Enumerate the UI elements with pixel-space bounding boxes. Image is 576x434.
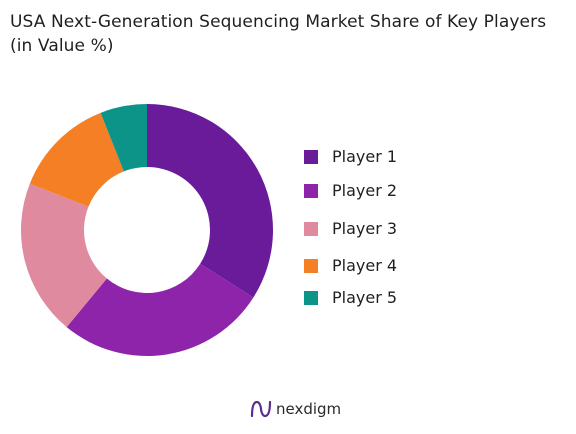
chart-title: USA Next-Generation Sequencing Market Sh… (10, 10, 570, 58)
legend-swatch-player-5 (304, 291, 318, 305)
donut-slice-player-2 (66, 263, 254, 356)
donut-slice-player-5 (100, 104, 147, 172)
brand-name: nexdigm (276, 400, 342, 418)
legend-item-player-3: Player 3 (304, 220, 504, 238)
legend-item-player-2: Player 2 (304, 182, 504, 200)
chart-title-line-1: USA Next-Generation Sequencing Market Sh… (10, 12, 547, 32)
legend-swatch-player-2 (304, 184, 318, 198)
legend-swatch-player-4 (304, 259, 318, 273)
legend-item-player-4: Player 4 (304, 257, 504, 275)
legend-swatch-player-3 (304, 222, 318, 236)
donut-slice-player-3 (20, 183, 107, 328)
legend-label-player-1: Player 1 (332, 147, 398, 166)
donut-slice-player-4 (29, 112, 124, 207)
legend-label-player-4: Player 4 (332, 256, 398, 275)
legend-item-player-5: Player 5 (304, 289, 504, 307)
legend-label-player-5: Player 5 (332, 288, 398, 307)
legend-label-player-2: Player 2 (332, 181, 398, 200)
donut-slice-player-1 (147, 104, 274, 298)
legend-swatch-player-1 (304, 150, 318, 164)
legend-item-player-1: Player 1 (304, 148, 504, 166)
legend-label-player-3: Player 3 (332, 219, 398, 238)
chart-title-line-2: (in Value %) (10, 36, 114, 56)
nexdigm-logo-icon (250, 400, 272, 418)
